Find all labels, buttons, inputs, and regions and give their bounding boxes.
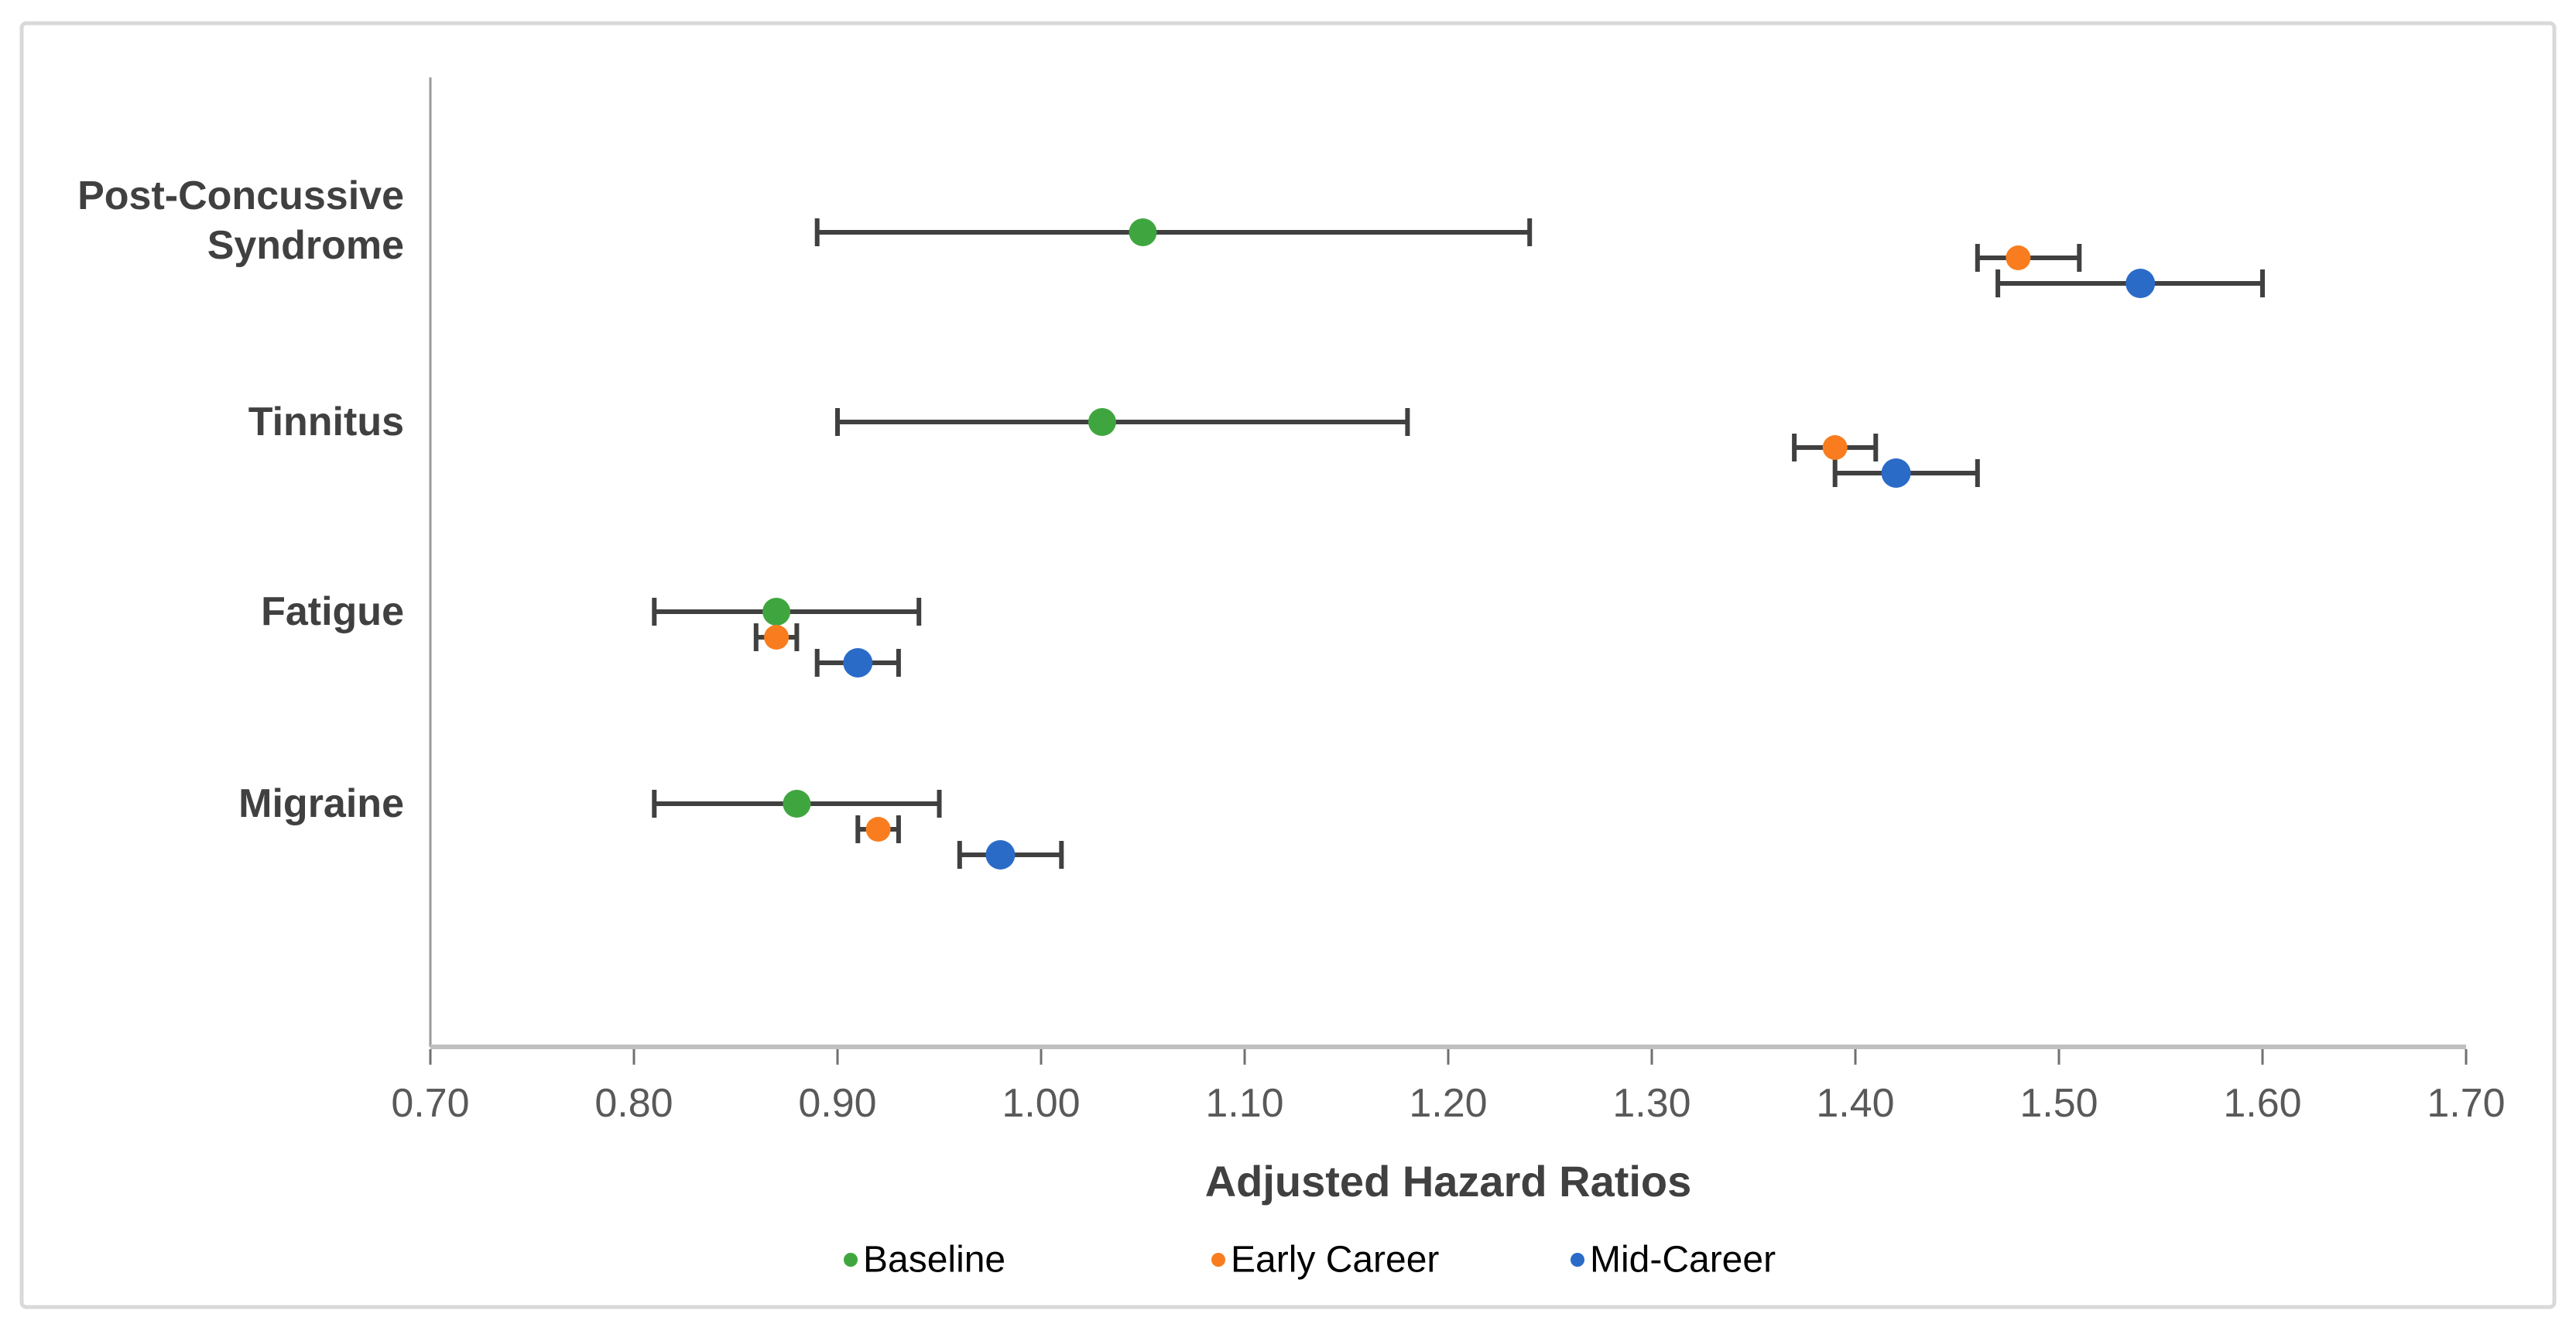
data-point (1822, 435, 1848, 460)
chart-border (19, 21, 2557, 1309)
x-axis-tick-label: 1.20 (1409, 1081, 1487, 1126)
x-axis-tick-label: 1.10 (1205, 1081, 1283, 1126)
data-point (2126, 269, 2156, 298)
data-point (2006, 245, 2031, 270)
category-label: Fatigue (261, 589, 404, 634)
x-axis-tick-label: 1.60 (2223, 1081, 2301, 1126)
x-axis-tick-label: 1.50 (2019, 1081, 2098, 1126)
data-point (865, 817, 891, 842)
data-point (843, 648, 873, 678)
ci-group (814, 218, 1533, 246)
data-point (985, 840, 1016, 870)
x-axis-tick-label: 1.30 (1612, 1081, 1690, 1126)
category-label: Post-Concussive (77, 173, 404, 218)
x-axis-tick-label: 1.70 (2427, 1081, 2505, 1126)
legend-label: Mid-Career (1590, 1240, 1776, 1281)
data-point (1881, 458, 1911, 488)
legend-label: Baseline (863, 1240, 1005, 1281)
legend-label: Early Career (1231, 1240, 1439, 1281)
data-point (762, 598, 791, 626)
data-point (783, 790, 811, 818)
legend-marker-icon (844, 1253, 858, 1267)
legend-item: Mid-Career (1571, 1240, 1776, 1281)
x-axis-tick-label: 1.40 (1816, 1081, 1894, 1126)
legend-item: Baseline (844, 1240, 1005, 1281)
category-label: Tinnitus (248, 400, 404, 444)
legend-item: Early Career (1211, 1240, 1439, 1281)
x-axis-title: Adjusted Hazard Ratios (1205, 1157, 1692, 1206)
x-axis-tick-label: 0.70 (391, 1081, 469, 1126)
x-axis-tick-label: 0.80 (594, 1081, 673, 1126)
x-axis-tick-label: 1.00 (1002, 1081, 1080, 1126)
legend-marker-icon (1571, 1253, 1584, 1267)
data-point (764, 625, 790, 650)
x-axis-tick-label: 0.90 (798, 1081, 876, 1126)
legend-marker-icon (1211, 1253, 1225, 1267)
category-label: Syndrome (207, 223, 404, 268)
data-point (1088, 408, 1116, 436)
data-point (1129, 218, 1157, 246)
ci-group (835, 408, 1410, 436)
category-label: Migraine (238, 781, 404, 826)
